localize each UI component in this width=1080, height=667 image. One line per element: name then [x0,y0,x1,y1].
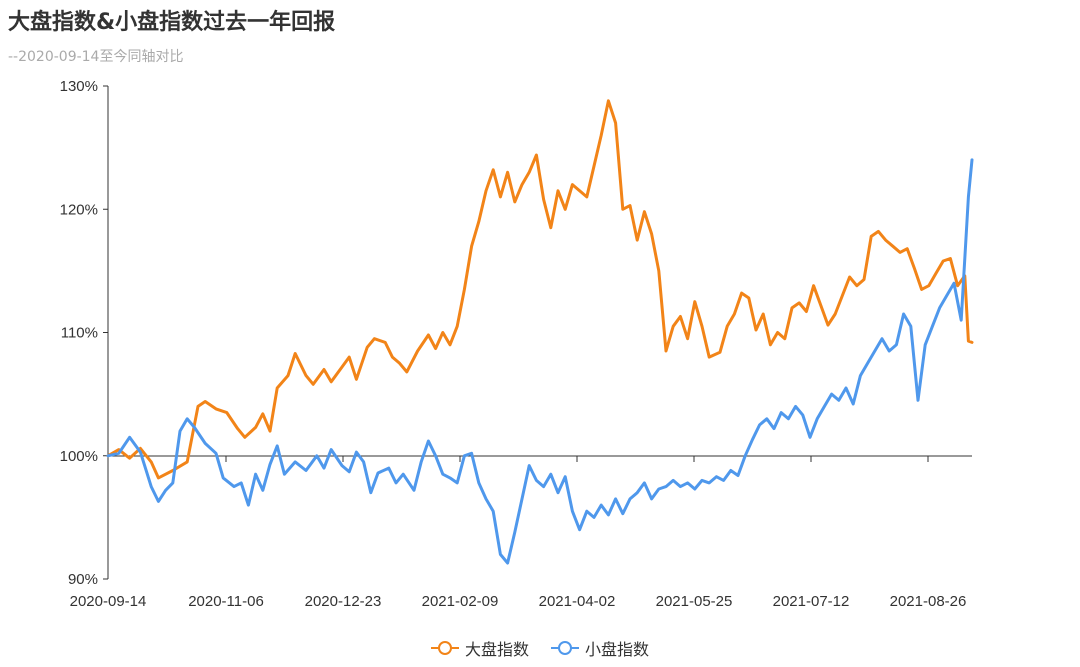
legend-item-series-2[interactable]: 小盘指数 [551,636,649,660]
y-tick-label: 100% [60,448,98,465]
axes: 90% 100% 110% 120% 130% 2020-09-14 2020-11-06 2… [60,78,972,610]
legend-label-2: 小盘指数 [585,640,650,659]
x-tick-label: 2021-05-25 [656,593,733,610]
series-line-2[interactable] [106,158,974,565]
series-layer [106,99,974,565]
x-tick-label: 2021-02-09 [422,593,499,610]
x-tick-label: 2020-11-06 [188,593,264,610]
x-tick-label: 2020-12-23 [305,593,382,610]
y-tick-label: 90% [68,571,98,588]
legend-swatch-1-icon [430,641,459,655]
series-line-1[interactable] [106,99,974,480]
y-tick-label: 110% [61,325,98,342]
legend-swatch-2-icon [551,641,579,655]
x-tick-label: 2020-09-14 [70,593,147,610]
chart-title: 大盘指数&小盘指数过去一年回报 [8,10,336,35]
x-tick-label: 2021-04-02 [539,593,616,610]
legend-label-1: 大盘指数 [464,640,529,659]
x-tick-label: 2021-08-26 [890,593,967,610]
chart-subtitle: --2020-09-14至今同轴对比 [8,49,184,65]
y-tick-label: 120% [60,201,98,218]
legend-item-series-1[interactable]: 大盘指数 [430,636,529,660]
x-tick-label: 2021-07-12 [773,593,850,610]
y-tick-label: 130% [60,78,98,95]
legend: 大盘指数 小盘指数 [0,636,1080,660]
